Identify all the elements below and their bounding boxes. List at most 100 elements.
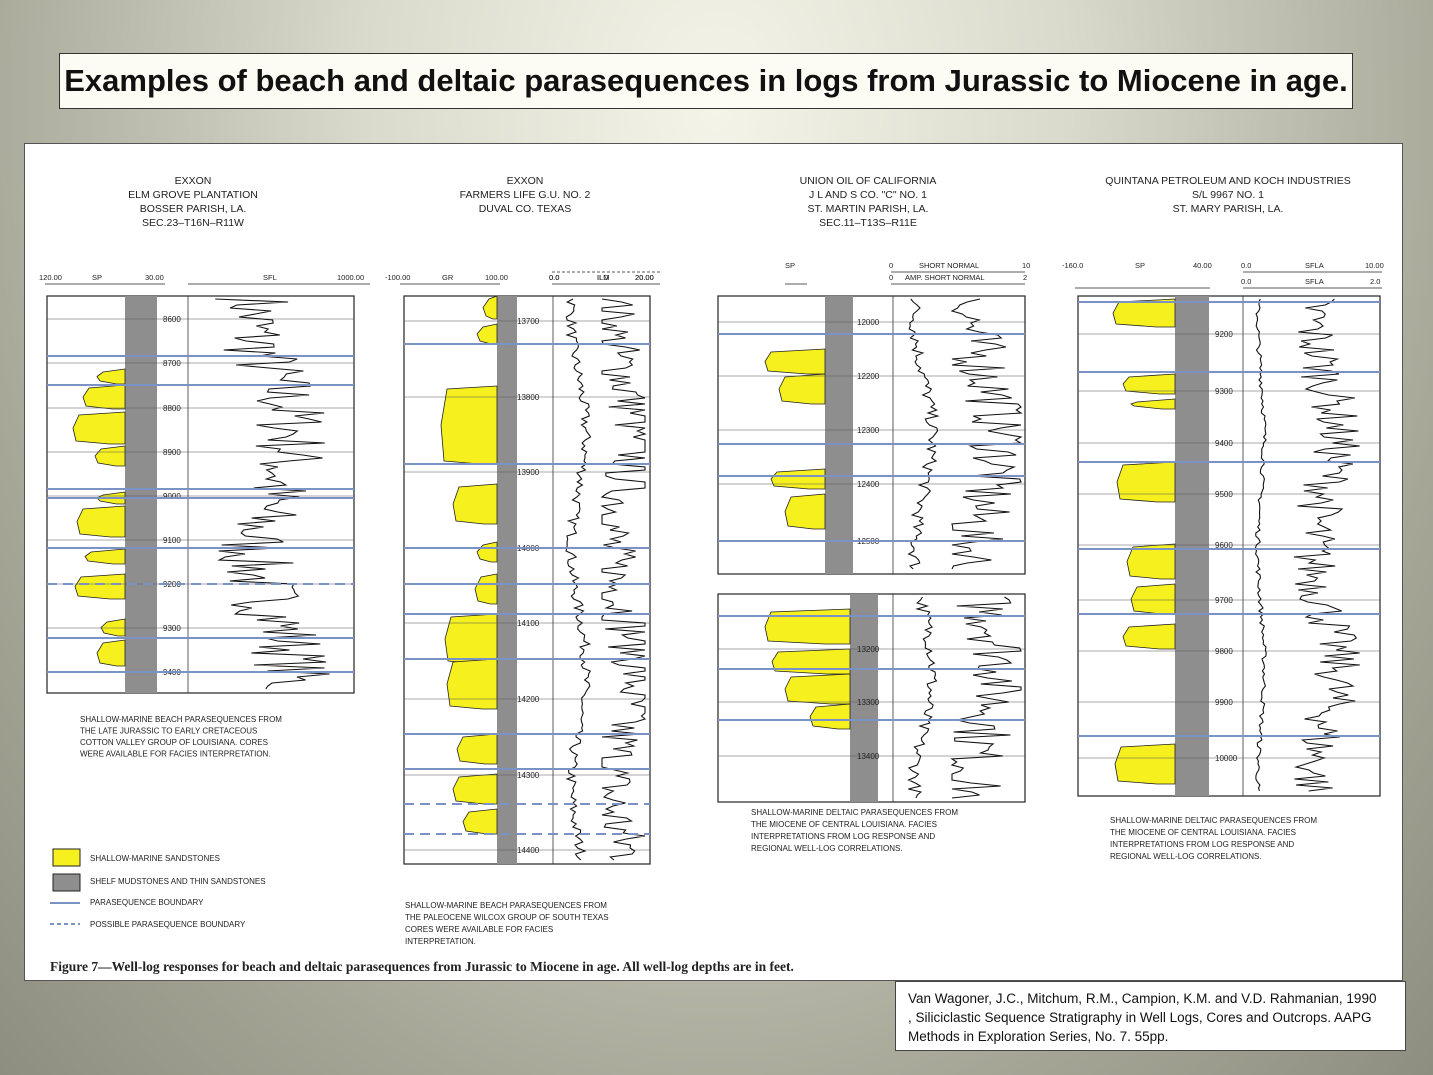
depth-label: 9500 [1215,490,1233,499]
track-scale-label: ILD [597,273,609,282]
well-header-text: EXXON [175,175,212,187]
depth-label: 8600 [163,315,181,324]
well-description-text: INTERPRETATION. [405,937,476,946]
citation-line: Van Wagoner, J.C., Mitchum, R.M., Campio… [908,991,1377,1006]
track-scale-label: ILM [597,273,610,282]
depth-label: 14200 [517,695,540,704]
depth-label: 12200 [857,372,880,381]
well-header-text: FARMERS LIFE G.U. NO. 2 [460,189,591,201]
track-scale-label: 20.00 [635,273,654,282]
resistivity-curve [950,298,1023,570]
sandstone-deflection [74,573,126,600]
well-description-text: SHALLOW-MARINE BEACH PARASEQUENCES FROM [405,901,607,910]
track-scale-label: 20.00 [635,273,654,282]
sandstone-deflection [1130,583,1176,615]
mudstone-column [125,296,157,693]
depth-label: 9200 [163,580,181,589]
well-description-text: THE MIOCENE OF CENTRAL LOUISIANA. FACIES [751,820,937,829]
depth-label: 9000 [163,492,181,501]
depth-label: 14400 [517,846,540,855]
citation-line: , Siliciclastic Sequence Stratigraphy in… [908,1010,1372,1025]
well-log-diagram: EXXON ELM GROVE PLANTATION BOSSER PARISH, … [39,175,1384,974]
sandstone-deflection [809,703,851,730]
resistivity-curve [950,596,1022,799]
sandstone-deflection [84,548,126,565]
well-description-text: COTTON VALLEY GROUP OF LOUISIANA. CORES [80,738,268,747]
track-scale-label: 120.00 [39,273,62,282]
sandstone-deflection [764,608,851,645]
depth-label: 13900 [517,468,540,477]
depth-label: 9400 [1215,439,1233,448]
track-scale-label: 100.00 [485,273,508,282]
track-scale-label: SFLA [1305,261,1324,270]
well-header-text: QUINTANA PETROLEUM AND KOCH INDUSTRIES [1105,175,1350,187]
sandstone-deflection [440,385,498,465]
well-header-text: EXXON [507,175,544,187]
well-header-text: SEC.23–T16N–R11W [142,217,244,229]
well-header-text: ST. MARTIN PARISH, LA. [808,203,929,215]
track-scale-label: 0 [889,261,893,270]
well-header-text: ST. MARY PARISH, LA. [1173,203,1284,215]
well-description-text: THE PALEOCENE WILCOX GROUP OF SOUTH TEXA… [405,913,609,922]
sandstone-deflection [452,483,498,525]
depth-label: 13700 [517,317,540,326]
resistivity-curve [215,298,330,690]
sandstone-deflection [764,348,826,375]
sandstone-deflection [82,384,126,410]
sandstone-deflection [72,411,126,445]
sandstone-deflection [784,493,826,530]
sandstone-legend-swatch [52,848,81,867]
depth-label: 9300 [163,624,181,633]
depth-label: 9100 [163,536,181,545]
well-description-text: THE MIOCENE OF CENTRAL LOUISIANA. FACIES [1110,828,1296,837]
depth-label: 9300 [1215,387,1233,396]
well-description-text: SHALLOW-MARINE DELTAIC PARASEQUENCES FRO… [751,808,958,817]
depth-label: 9700 [1215,596,1233,605]
mudstone-legend-swatch [52,873,81,892]
depth-label: 9900 [1215,698,1233,707]
track-scale-label: -160.0 [1062,261,1083,270]
depth-label: 9200 [1215,330,1233,339]
track-scale-label: SP [92,273,102,282]
log-track-frame [46,295,355,694]
sandstone-deflection [1130,398,1176,410]
track-scale-label: 0.0 [1241,261,1251,270]
slide-title-box: Examples of beach and deltaic parasequen… [59,53,1353,109]
well-description-text: SHALLOW-MARINE BEACH PARASEQUENCES FROM [80,715,282,724]
well-description-text: INTERPRETATIONS FROM LOG RESPONSE AND [1110,840,1294,849]
track-scale-label: SP [785,261,795,270]
sandstone-deflection [778,373,826,405]
well-description-text: REGIONAL WELL-LOG CORRELATIONS. [1110,852,1262,861]
legend-label: SHALLOW-MARINE SANDSTONES [90,854,220,863]
resistivity-curve [600,298,647,861]
track-scale-label: 0 [889,273,893,282]
sandstone-deflection [100,618,126,637]
well-header-text: J L AND S CO. "C" NO. 1 [809,189,927,201]
sandstone-deflection [1114,743,1176,785]
sandstone-deflection [1112,298,1176,328]
well-description-text: REGIONAL WELL-LOG CORRELATIONS. [751,844,903,853]
legend-label: PARASEQUENCE BOUNDARY [90,898,204,907]
track-scale-label: 10 [1022,261,1030,270]
depth-label: 14100 [517,619,540,628]
citation-line: Methods in Exploration Series, No. 7. 55… [908,1029,1169,1044]
depth-label: 8700 [163,359,181,368]
well-header-text: SEC.11–T13S–R11E [819,217,917,229]
depth-label: 13400 [857,752,880,761]
log-track-frame [717,295,1026,575]
well-header-text: ELM GROVE PLANTATION [128,189,258,201]
sandstone-deflection [1116,461,1176,503]
track-scale-label: SP [1135,261,1145,270]
resistivity-curve [565,298,592,861]
depth-label: 12000 [857,318,880,327]
track-scale-label: 30.00 [145,273,164,282]
slide-title: Examples of beach and deltaic parasequen… [64,63,1348,98]
depth-label: 9600 [1215,541,1233,550]
depth-label: 8900 [163,448,181,457]
well-description-text: SHALLOW-MARINE DELTAIC PARASEQUENCES FRO… [1110,816,1317,825]
well-header-text: S/L 9967 NO. 1 [1192,189,1264,201]
track-scale-label: 40.00 [1193,261,1212,270]
track-scale-label: 0.0 [549,273,559,282]
legend-label: POSSIBLE PARASEQUENCE BOUNDARY [90,920,246,929]
well-log-figure: EXXON ELM GROVE PLANTATION BOSSER PARISH, … [24,143,1403,981]
